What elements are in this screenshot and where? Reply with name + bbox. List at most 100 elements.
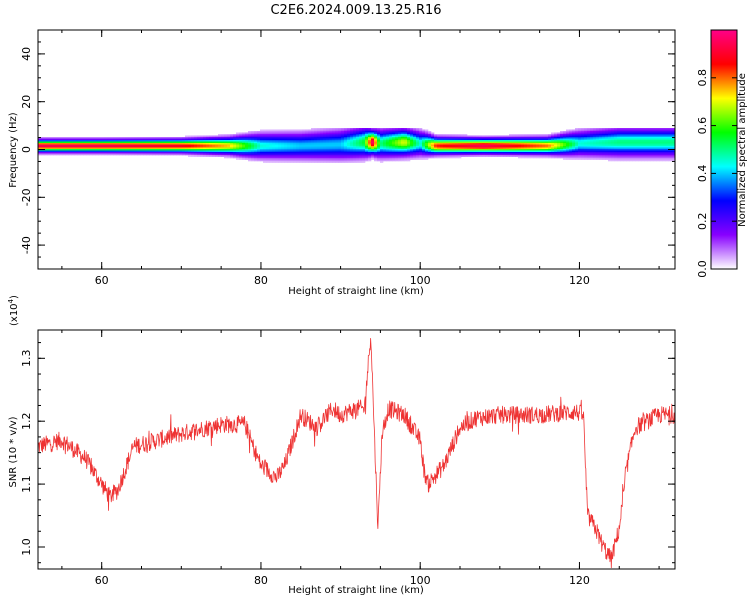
heatmap-cell	[518, 156, 522, 159]
heatmap-cell	[575, 155, 579, 157]
heatmap-cell	[542, 150, 546, 153]
heatmap-cell	[335, 158, 339, 160]
heatmap-cell	[242, 132, 246, 135]
heatmap-cell	[92, 144, 96, 147]
heatmap-cell	[221, 138, 225, 141]
heatmap-cell	[413, 155, 417, 157]
heatmap-cell	[269, 150, 273, 153]
heatmap-cell	[206, 147, 210, 150]
heatmap-cell	[386, 150, 390, 153]
heatmap-cell	[542, 147, 546, 150]
heatmap-cell	[323, 135, 327, 138]
heatmap-cell	[362, 128, 366, 130]
heatmap-cell	[425, 158, 429, 160]
heatmap-cell	[578, 156, 582, 159]
heatmap-cell	[464, 150, 468, 153]
heatmap-cell	[278, 132, 282, 135]
heatmap-cell	[434, 153, 438, 156]
heatmap-cell	[263, 159, 267, 162]
heatmap-cell	[455, 155, 459, 157]
heatmap-cell	[314, 152, 318, 154]
heatmap-cell	[464, 138, 468, 141]
heatmap-cell	[209, 150, 213, 153]
heatmap-cell	[284, 156, 288, 159]
heatmap-cell	[263, 131, 267, 133]
heatmap-cell	[470, 143, 474, 145]
heatmap-cell	[671, 158, 675, 160]
heatmap-cell	[599, 141, 603, 144]
heatmap-cell	[269, 149, 273, 151]
heatmap-cell	[239, 144, 243, 147]
heatmap-cell	[362, 134, 366, 136]
heatmap-cell	[185, 149, 189, 151]
heatmap-cell	[656, 159, 660, 162]
heatmap-cell	[119, 149, 123, 151]
heatmap-cell	[608, 155, 612, 157]
heatmap-cell	[314, 146, 318, 148]
heatmap-cell	[242, 137, 246, 139]
heatmap-cell	[569, 141, 573, 144]
heatmap-cell	[182, 140, 186, 142]
heatmap-cell	[644, 146, 648, 148]
heatmap-cell	[551, 143, 555, 145]
heatmap-cell	[650, 128, 654, 130]
heatmap-cell	[392, 155, 396, 157]
heatmap-cell	[617, 149, 621, 151]
heatmap-cell	[248, 138, 252, 141]
heatmap-cell	[59, 138, 63, 141]
heatmap-cell	[395, 159, 399, 162]
heatmap-cell	[512, 144, 516, 147]
heatmap-cell	[533, 150, 537, 153]
heatmap-cell	[452, 153, 456, 156]
heatmap-cell	[137, 153, 141, 156]
heatmap-cell	[329, 149, 333, 151]
heatmap-cell	[356, 147, 360, 150]
heatmap-cell	[575, 140, 579, 142]
heatmap-cell	[602, 138, 606, 141]
heatmap-cell	[329, 137, 333, 139]
heatmap-cell	[668, 144, 672, 147]
heatmap-cell	[260, 155, 264, 157]
heatmap-cell	[359, 153, 363, 156]
snr-plot-area	[38, 330, 675, 569]
heatmap-cell	[314, 149, 318, 151]
heatmap-cell	[269, 141, 273, 144]
heatmap-cell	[587, 146, 591, 148]
heatmap-cell	[437, 156, 441, 159]
heatmap-cell	[74, 153, 78, 156]
heatmap-cell	[386, 153, 390, 156]
heatmap-cell	[224, 144, 228, 147]
heatmap-cell	[527, 137, 531, 139]
heatmap-cell	[557, 140, 561, 142]
heatmap-cell	[515, 144, 519, 147]
heatmap-cell	[551, 137, 555, 139]
heatmap-cell	[38, 150, 42, 153]
heatmap-cell	[308, 152, 312, 154]
heatmap-cell	[389, 150, 393, 153]
heatmap-cell	[404, 155, 408, 157]
heatmap-cell	[353, 152, 357, 154]
heatmap-cell	[542, 141, 546, 144]
heatmap-cell	[332, 131, 336, 133]
heatmap-cell	[374, 134, 378, 136]
heatmap-cell	[218, 137, 222, 139]
heatmap-cell	[224, 152, 228, 154]
heatmap-cell	[278, 150, 282, 153]
heatmap-cell	[317, 150, 321, 153]
heatmap-cell	[281, 143, 285, 145]
heatmap-cell	[395, 134, 399, 136]
heatmap-cell	[353, 155, 357, 157]
heatmap-cell	[266, 152, 270, 154]
heatmap-cell	[116, 137, 120, 139]
heatmap-cell	[512, 140, 516, 142]
heatmap-cell	[347, 149, 351, 151]
heatmap-cell	[572, 144, 576, 147]
heatmap-cell	[671, 150, 675, 153]
heatmap-cell	[74, 141, 78, 144]
heatmap-cell	[638, 150, 642, 153]
heatmap-cell	[653, 144, 657, 147]
heatmap-cell	[302, 129, 306, 132]
heatmap-cell	[656, 144, 660, 147]
heatmap-cell	[377, 141, 381, 144]
heatmap-cell	[314, 158, 318, 160]
